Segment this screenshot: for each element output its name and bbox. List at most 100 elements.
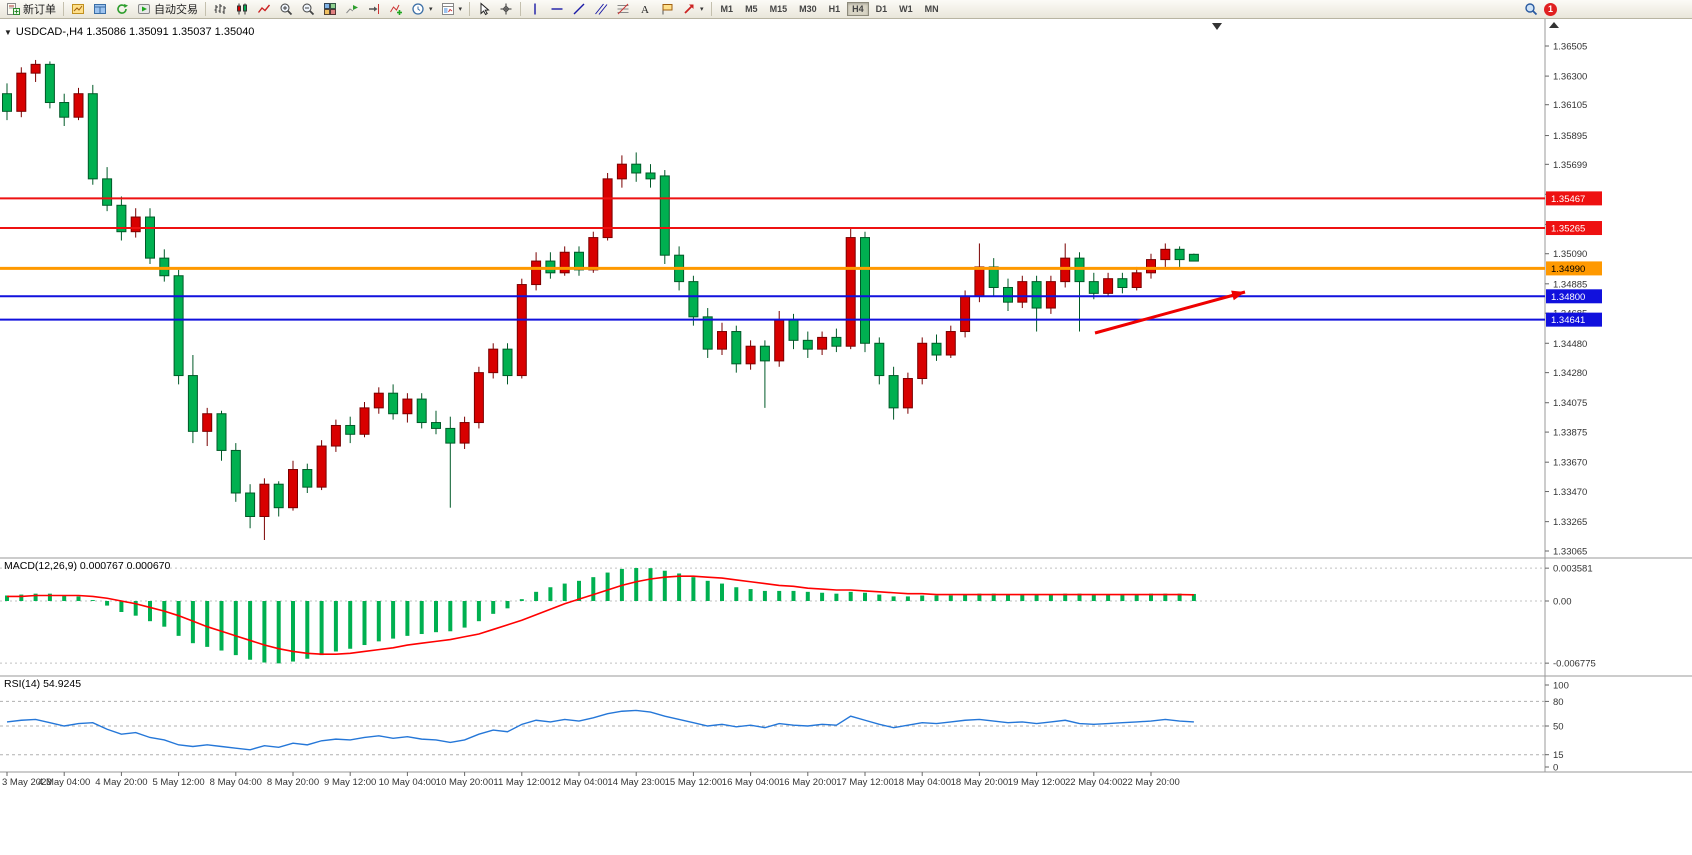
- time-axis-label: 8 May 20:00: [267, 777, 319, 788]
- candlestick-icon: [235, 2, 249, 16]
- candle-body: [116, 204, 127, 233]
- search-icon[interactable]: [1524, 2, 1538, 16]
- refresh-button[interactable]: [111, 1, 133, 18]
- text-label-button[interactable]: [656, 1, 678, 18]
- timeframe-m30[interactable]: M30: [794, 2, 822, 16]
- candle-body: [960, 295, 971, 333]
- periods-button[interactable]: ▾: [407, 1, 437, 18]
- candle-body: [731, 331, 742, 365]
- price-tag-label: 1.34641: [1551, 315, 1585, 326]
- candle-body: [1174, 248, 1185, 261]
- macd-signal-line: [7, 575, 1194, 656]
- candle-body: [917, 342, 928, 380]
- collapse-icon[interactable]: ▼: [4, 27, 12, 37]
- candle-body: [1045, 281, 1056, 309]
- candle-body: [373, 392, 384, 409]
- indicators-button[interactable]: [385, 1, 407, 18]
- candle-body: [1160, 248, 1171, 261]
- candle-body: [631, 163, 642, 174]
- timeframe-m1[interactable]: M1: [716, 2, 739, 16]
- notification-badge[interactable]: 1: [1544, 2, 1557, 16]
- timeframe-m5[interactable]: M5: [740, 2, 763, 16]
- scale-marker[interactable]: [1549, 22, 1559, 28]
- candle-body: [416, 398, 427, 424]
- chevron-down-icon: ▾: [700, 6, 704, 13]
- new-order-button[interactable]: 新订单: [2, 1, 60, 18]
- candle-body: [845, 237, 856, 347]
- trendline-button[interactable]: [568, 1, 590, 18]
- timeframe-mn[interactable]: MN: [920, 2, 944, 16]
- chart-shift-marker[interactable]: [1212, 23, 1222, 30]
- horizontal-line-button[interactable]: [546, 1, 568, 18]
- time-axis-label: 10 May 20:00: [436, 777, 494, 788]
- price-tag: [1546, 312, 1602, 327]
- rsi-axis-label: 0: [1553, 763, 1558, 774]
- market-watch-button[interactable]: [89, 1, 111, 18]
- candle-body: [874, 342, 885, 377]
- candle-body: [588, 237, 599, 271]
- trend-arrow-head: [1231, 290, 1245, 301]
- timeframe-w1[interactable]: W1: [894, 2, 918, 16]
- candle-body: [717, 331, 727, 350]
- time-axis-label: 8 May 04:00: [210, 777, 262, 788]
- bar-chart-button[interactable]: [209, 1, 231, 18]
- cursor-icon: [477, 2, 491, 16]
- chart-canvas[interactable]: 1.36505 1.36300 1.36105 1.35895 1.35699 1.354…: [0, 19, 1692, 855]
- candle-body: [173, 275, 184, 377]
- fibonacci-button[interactable]: [612, 1, 634, 18]
- cursor-button[interactable]: [473, 1, 495, 18]
- candle-body: [502, 348, 513, 377]
- horizontal-line-icon: [550, 2, 564, 16]
- vertical-line-button[interactable]: [524, 1, 546, 18]
- tile-windows-button[interactable]: [319, 1, 341, 18]
- price-axis-label: 1.36300: [1553, 72, 1587, 83]
- zoom-out-button[interactable]: [297, 1, 319, 18]
- channel-button[interactable]: [590, 1, 612, 18]
- templates-button[interactable]: ▾: [437, 1, 467, 18]
- text-button[interactable]: A: [634, 1, 656, 18]
- candle-body: [1017, 281, 1028, 303]
- timeframe-d1[interactable]: D1: [871, 2, 893, 16]
- time-axis-label: 4 May 20:00: [95, 777, 147, 788]
- candle-body: [1188, 253, 1199, 262]
- crosshair-button[interactable]: [495, 1, 517, 18]
- candle-body: [16, 72, 27, 112]
- toolbar-separator: [710, 2, 712, 16]
- candle-body: [702, 316, 713, 350]
- candle-body: [488, 348, 499, 374]
- arrow-symbol-icon: [682, 2, 696, 16]
- arrows-button[interactable]: ▾: [678, 1, 708, 18]
- chevron-down-icon: ▾: [429, 6, 433, 13]
- time-axis-label: 22 May 20:00: [1122, 777, 1180, 788]
- chart-shift-button[interactable]: [363, 1, 385, 18]
- charts-button[interactable]: [67, 1, 89, 18]
- candle-body: [788, 319, 799, 341]
- auto-scroll-button[interactable]: [341, 1, 363, 18]
- price-axis-label: 1.35090: [1553, 249, 1587, 260]
- candle-body: [559, 251, 570, 274]
- timeframe-h1[interactable]: H1: [824, 2, 846, 16]
- autotrading-button[interactable]: 自动交易: [133, 1, 202, 18]
- trend-arrow[interactable]: [1094, 290, 1246, 335]
- candle-body: [659, 175, 670, 256]
- candle-body: [431, 422, 441, 429]
- candle-body: [1003, 286, 1013, 303]
- candle-body: [1088, 281, 1099, 294]
- candle-body: [145, 216, 155, 259]
- timeframe-m15[interactable]: M15: [765, 2, 793, 16]
- candle-body: [1117, 278, 1128, 288]
- candle-body: [1031, 281, 1042, 309]
- timeframe-h4[interactable]: H4: [847, 2, 869, 16]
- candle-body: [459, 422, 470, 444]
- candlestick-chart-button[interactable]: [231, 1, 253, 18]
- price-axis-label: 1.35895: [1553, 131, 1587, 142]
- candle-body: [316, 445, 327, 488]
- price-axis-label: 1.34280: [1553, 368, 1587, 379]
- line-chart-button[interactable]: [253, 1, 275, 18]
- candle-body: [831, 336, 842, 347]
- price-axis-label: 1.33875: [1553, 428, 1587, 439]
- chevron-down-icon: ▾: [458, 6, 463, 13]
- candle-body: [73, 93, 84, 118]
- zoom-in-button[interactable]: [275, 1, 297, 18]
- trendline-icon: [572, 2, 586, 16]
